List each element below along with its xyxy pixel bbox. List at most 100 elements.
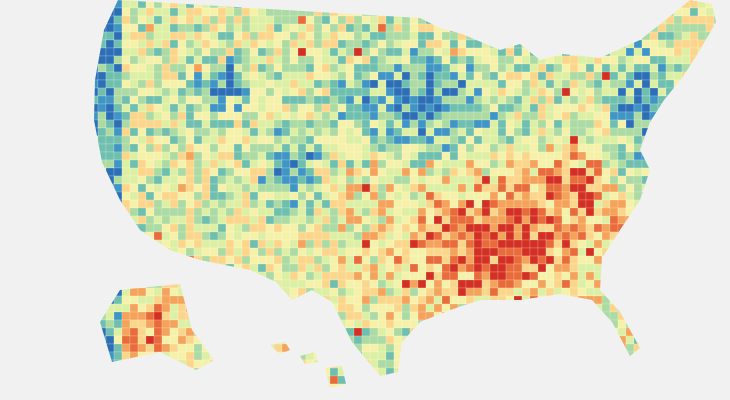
county: [289, 247, 299, 257]
county: [601, 199, 611, 209]
county: [577, 39, 587, 49]
county: [705, 207, 715, 217]
county: [153, 327, 163, 337]
county: [449, 295, 459, 305]
county: [321, 367, 331, 377]
county: [609, 255, 619, 265]
county: [153, 183, 163, 193]
county: [513, 375, 523, 385]
county: [297, 247, 307, 257]
county: [673, 39, 683, 49]
county: [105, 255, 115, 265]
county: [321, 231, 331, 241]
county: [401, 175, 411, 185]
county: [697, 351, 707, 361]
county: [497, 167, 507, 177]
county: [329, 55, 339, 65]
county: [441, 319, 451, 329]
county: [177, 367, 187, 377]
county: [233, 231, 243, 241]
county: [554, 392, 562, 400]
county: [393, 191, 403, 201]
county: [457, 31, 467, 41]
county: [665, 87, 675, 97]
county: [305, 95, 315, 105]
county: [153, 295, 163, 305]
county: [233, 39, 243, 49]
county: [249, 191, 259, 201]
county: [673, 159, 683, 169]
county: [305, 119, 315, 129]
county: [681, 111, 691, 121]
county: [641, 135, 651, 145]
county: [361, 119, 371, 129]
county: [369, 143, 379, 153]
county: [545, 151, 555, 161]
county: [297, 119, 307, 129]
county: [522, 392, 530, 400]
county: [425, 223, 435, 233]
county: [177, 271, 187, 281]
county: [345, 263, 355, 273]
county: [689, 151, 699, 161]
county: [497, 295, 507, 305]
county: [257, 175, 267, 185]
county: [473, 111, 483, 121]
county: [593, 279, 603, 289]
county: [521, 159, 531, 169]
county: [481, 7, 491, 17]
county: [465, 63, 475, 73]
county: [401, 71, 411, 81]
county: [337, 95, 347, 105]
county: [610, 392, 618, 400]
county: [257, 31, 267, 41]
county: [329, 111, 339, 121]
county: [489, 343, 499, 353]
county: [361, 47, 371, 57]
county: [529, 151, 539, 161]
county: [169, 63, 179, 73]
county: [137, 95, 147, 105]
county: [617, 343, 627, 353]
county: [553, 87, 563, 97]
county: [233, 215, 243, 225]
county: [113, 383, 123, 388]
county: [497, 311, 507, 321]
county: [97, 135, 107, 145]
county: [481, 71, 491, 81]
county: [713, 239, 716, 249]
county: [633, 71, 643, 81]
county: [97, 23, 107, 33]
county: [321, 135, 331, 145]
county: [489, 287, 499, 297]
county: [513, 135, 523, 145]
county: [321, 103, 331, 113]
county: [145, 71, 155, 81]
county: [657, 111, 667, 121]
county: [145, 95, 155, 105]
county: [305, 159, 315, 169]
county: [225, 359, 235, 369]
county: [353, 263, 363, 273]
county: [217, 87, 227, 97]
county: [673, 135, 683, 145]
county: [513, 367, 523, 377]
county: [201, 271, 211, 281]
county: [673, 271, 683, 281]
county: [409, 79, 419, 89]
county: [681, 255, 691, 265]
county: [321, 95, 331, 105]
county: [225, 367, 235, 377]
county: [641, 7, 651, 17]
county: [633, 311, 643, 321]
county: [305, 263, 315, 273]
county: [145, 327, 155, 337]
county: [641, 271, 651, 281]
county: [513, 343, 523, 353]
county: [209, 215, 219, 225]
county: [322, 392, 330, 400]
county: [521, 135, 531, 145]
county: [369, 191, 379, 201]
county: [297, 311, 307, 321]
county: [289, 23, 299, 33]
